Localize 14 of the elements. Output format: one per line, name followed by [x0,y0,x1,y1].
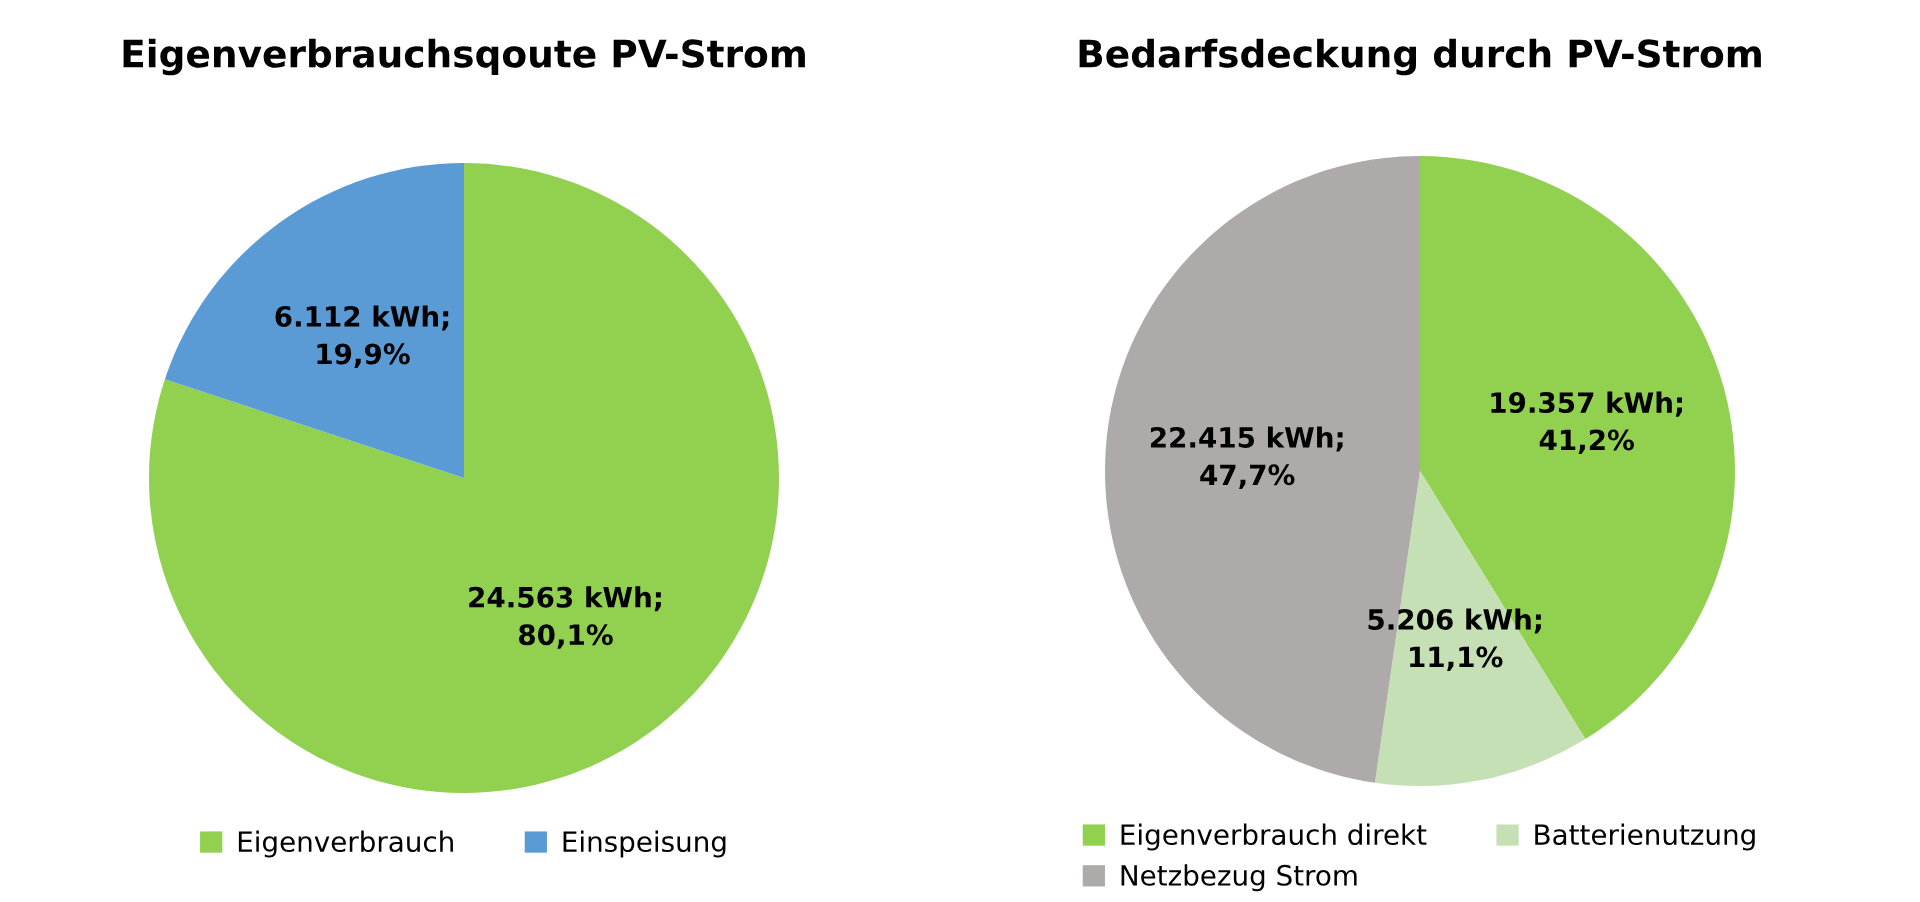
data-label: 5.206 kWh; 11,1% [1368,608,1541,671]
data-label: 6.112 kWh; 19,9% [275,305,449,368]
pie-slice [149,163,779,793]
chart-title: Eigenverbrauchsqoute PV-Strom [123,38,805,76]
data-label: 19.357 kWh; 41,2% [1491,391,1683,455]
legend-label: Netzbezug Strom [1121,864,1357,892]
legend-label: Eigenverbrauch direkt [1121,823,1427,851]
data-label: 22.415 kWh; 47,7% [1150,426,1343,489]
legend-label: Eigenverbrauch [238,830,453,858]
pie-slice [164,163,464,478]
legend-label: Einspeisung [563,830,726,858]
chart-title: Bedarfsdeckung durch PV-Strom [1079,38,1761,76]
legend-label: Batterienutzung [1535,823,1755,851]
data-label: 24.563 kWh; 80,1% [469,586,661,649]
